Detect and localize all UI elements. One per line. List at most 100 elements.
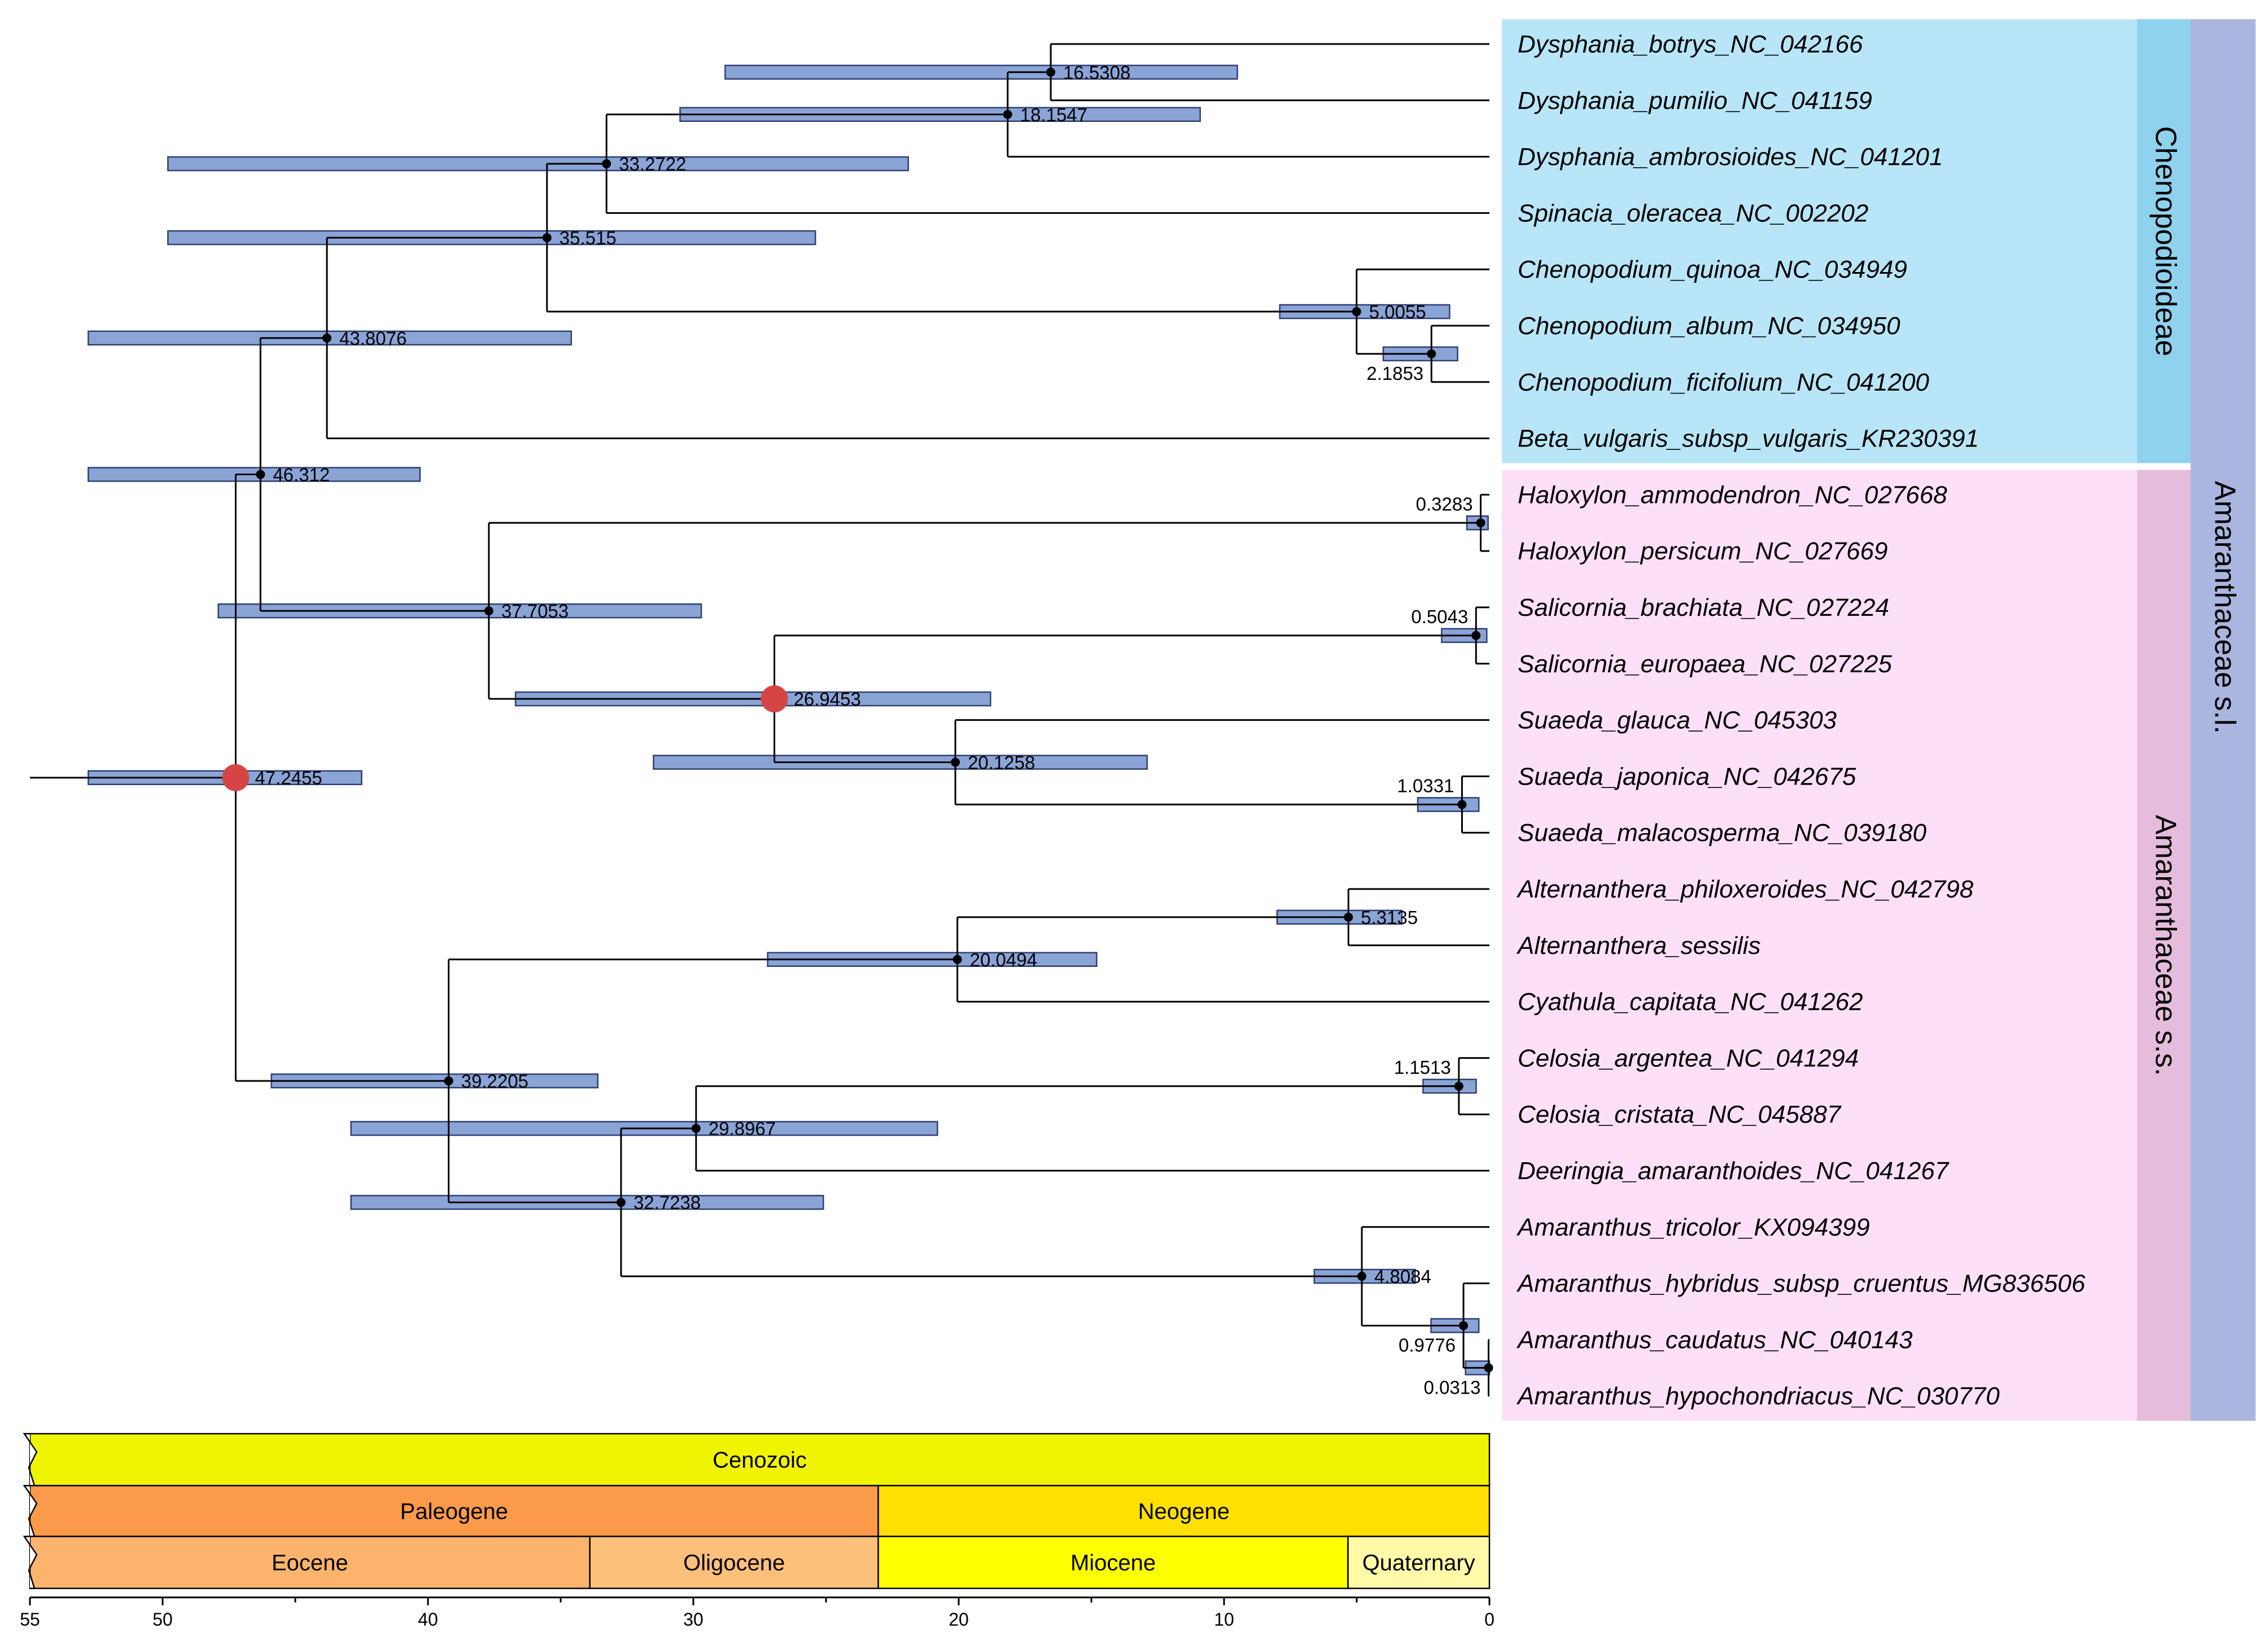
node-age-label-n6: 35.515 bbox=[560, 227, 617, 248]
clade-label-amaranthaceae-ss: Amaranthaceae s.s. bbox=[2149, 815, 2182, 1076]
taxon-label: Haloxylon_ammodendron_NC_027668 bbox=[1518, 481, 1947, 509]
period-quaternary bbox=[1347, 1535, 1491, 1590]
period-label-paleogene: Paleogene bbox=[400, 1499, 508, 1524]
period-paleogene bbox=[29, 1485, 879, 1538]
taxon-label: Celosia_argentea_NC_041294 bbox=[1518, 1044, 1859, 1072]
axis-tick-label: 30 bbox=[683, 1609, 703, 1630]
period-label-quaternary: Quaternary bbox=[1362, 1551, 1475, 1575]
node-dot-n10 bbox=[1457, 800, 1467, 809]
node-dot-n11 bbox=[951, 757, 960, 767]
node-dot-n21 bbox=[1357, 1272, 1367, 1281]
taxon-label: Suaeda_malacosperma_NC_039180 bbox=[1518, 819, 1927, 847]
node-age-label-n9: 0.5043 bbox=[1411, 606, 1468, 627]
taxon-label: Suaeda_glauca_NC_045303 bbox=[1518, 707, 1837, 734]
node-dot-n22 bbox=[616, 1198, 626, 1207]
taxon-label: Amaranthus_tricolor_KX094399 bbox=[1516, 1214, 1870, 1241]
taxon-label: Amaranthus_hybridus_subsp_cruentus_MG836… bbox=[1516, 1270, 2086, 1298]
axis-tick-label: 20 bbox=[949, 1609, 969, 1630]
calibration-node-n12 bbox=[761, 685, 788, 713]
node-age-label-n23: 39.2205 bbox=[461, 1071, 528, 1092]
axis-tick-label: 55 bbox=[20, 1609, 40, 1630]
clade-backgrounds bbox=[1502, 19, 2137, 1421]
node-dot-n14 bbox=[256, 470, 265, 479]
node-dot-n15 bbox=[1344, 912, 1353, 922]
clade-label-chenopodioideae: Chenopodioideae bbox=[2149, 126, 2182, 356]
taxon-label: Dysphania_pumilio_NC_041159 bbox=[1518, 87, 1872, 115]
calibration-node-n24 bbox=[222, 764, 250, 791]
node-age-label-n22: 32.7238 bbox=[633, 1192, 701, 1213]
node-age-label-n21: 4.8084 bbox=[1374, 1266, 1431, 1287]
taxon-label: Amaranthus_hypochondriacus_NC_030770 bbox=[1516, 1382, 2000, 1410]
taxon-label: Chenopodium_album_NC_034950 bbox=[1518, 312, 1900, 340]
period-label-miocene: Miocene bbox=[1070, 1551, 1156, 1575]
axis-tick-label: 50 bbox=[152, 1609, 173, 1630]
hpd-bar-n1 bbox=[724, 64, 1238, 80]
hpd-bars bbox=[88, 64, 1491, 1376]
node-markers bbox=[222, 67, 1493, 1373]
node-dot-n20 bbox=[1459, 1321, 1469, 1330]
taxon-label: Deeringia_amaranthoides_NC_041267 bbox=[1518, 1157, 1950, 1185]
node-dot-n19 bbox=[1484, 1363, 1493, 1373]
taxon-label: Dysphania_ambrosioides_NC_041201 bbox=[1518, 143, 1943, 171]
hpd-bar-n3 bbox=[167, 156, 909, 172]
node-dot-n9 bbox=[1471, 630, 1481, 640]
node-age-label-n24: 47.2455 bbox=[255, 768, 322, 789]
period-label-neogene: Neogene bbox=[1138, 1499, 1230, 1524]
node-age-label-n14: 46.312 bbox=[273, 465, 330, 485]
timescale-break-marker bbox=[23, 1535, 38, 1590]
node-dot-n18 bbox=[691, 1124, 701, 1133]
clade-bar-amaranthaceae-ss bbox=[2137, 470, 2191, 1421]
period-label-oligocene: Oligocene bbox=[683, 1551, 785, 1575]
node-dot-n17 bbox=[1454, 1081, 1463, 1091]
axis-tick-label: 40 bbox=[418, 1609, 438, 1630]
taxon-labels: Dysphania_botrys_NC_042166 Dysphania_pumi… bbox=[1516, 30, 2086, 1410]
node-age-label-n2: 18.1547 bbox=[1020, 104, 1087, 125]
node-dot-n6 bbox=[542, 233, 552, 243]
period-neogene bbox=[877, 1485, 1491, 1538]
node-age-label-n5: 5.0055 bbox=[1369, 301, 1426, 322]
period-label-cenozoic: Cenozoic bbox=[713, 1448, 807, 1473]
period-label-eocene: Eocene bbox=[272, 1551, 348, 1575]
axis-tick-label: 10 bbox=[1214, 1609, 1234, 1630]
node-age-label-n15: 5.3135 bbox=[1361, 907, 1418, 928]
node-age-label-n10: 1.0331 bbox=[1397, 775, 1454, 796]
taxon-label: Alternanthera_philoxeroides_NC_042798 bbox=[1516, 875, 1974, 903]
period-eocene bbox=[29, 1535, 591, 1590]
node-dot-n1 bbox=[1046, 67, 1056, 77]
period-miocene bbox=[877, 1535, 1349, 1590]
node-age-label-n7: 43.8076 bbox=[339, 328, 407, 349]
node-age-label-n18: 29.8967 bbox=[709, 1118, 776, 1139]
node-age-label-n13: 37.7053 bbox=[501, 601, 569, 621]
clade-label-amaranthaceae-sl: Amaranthaceae s.l. bbox=[2208, 481, 2241, 734]
node-age-label-n19: 0.0313 bbox=[1424, 1377, 1481, 1398]
node-age-label-n8: 0.3283 bbox=[1416, 493, 1473, 514]
node-age-label-n1: 16.5308 bbox=[1063, 62, 1130, 83]
node-age-label-n3: 33.2722 bbox=[619, 154, 686, 174]
node-dot-n8 bbox=[1476, 518, 1485, 528]
node-dot-n2 bbox=[1003, 110, 1012, 119]
clade-bar-amaranthaceae-sl bbox=[2191, 19, 2256, 1421]
time-axis: 55 50 40 30 20 10 0 bbox=[20, 1596, 1494, 1630]
period-oligocene bbox=[589, 1535, 879, 1590]
node-dot-n5 bbox=[1352, 307, 1361, 317]
node-dot-n13 bbox=[484, 606, 493, 616]
taxon-label: Salicornia_brachiata_NC_027224 bbox=[1518, 594, 1889, 621]
clade-bars: Chenopodioideae Amaranthaceae s.s. Amarant… bbox=[2137, 19, 2256, 1421]
node-age-label-n20: 0.9776 bbox=[1399, 1334, 1456, 1355]
node-age-label-n4: 2.1853 bbox=[1366, 363, 1423, 384]
clade-background-amaranthaceae-ss bbox=[1502, 470, 2137, 1421]
node-dot-n16 bbox=[952, 954, 962, 964]
taxon-label: Cyathula_capitata_NC_041262 bbox=[1518, 988, 1863, 1016]
node-dot-n7 bbox=[322, 333, 332, 343]
clade-background-chenopodioideae bbox=[1502, 19, 2137, 463]
taxon-label: Haloxylon_persicum_NC_027669 bbox=[1518, 537, 1888, 565]
taxon-label: Salicornia_europaea_NC_027225 bbox=[1518, 650, 1892, 678]
taxon-label: Alternanthera_sessilis bbox=[1516, 932, 1760, 960]
axis-tick-label: 0 bbox=[1484, 1609, 1494, 1630]
taxon-label: Chenopodium_quinoa_NC_034949 bbox=[1518, 256, 1907, 283]
node-age-label-n17: 1.1513 bbox=[1394, 1057, 1451, 1078]
age-labels: 16.5308 18.1547 33.2722 2.1853 5.0055 35.515 4… bbox=[255, 62, 1480, 1398]
taxon-label: Celosia_cristata_NC_045887 bbox=[1518, 1101, 1842, 1128]
taxon-label: Chenopodium_ficifolium_NC_041200 bbox=[1518, 369, 1929, 396]
